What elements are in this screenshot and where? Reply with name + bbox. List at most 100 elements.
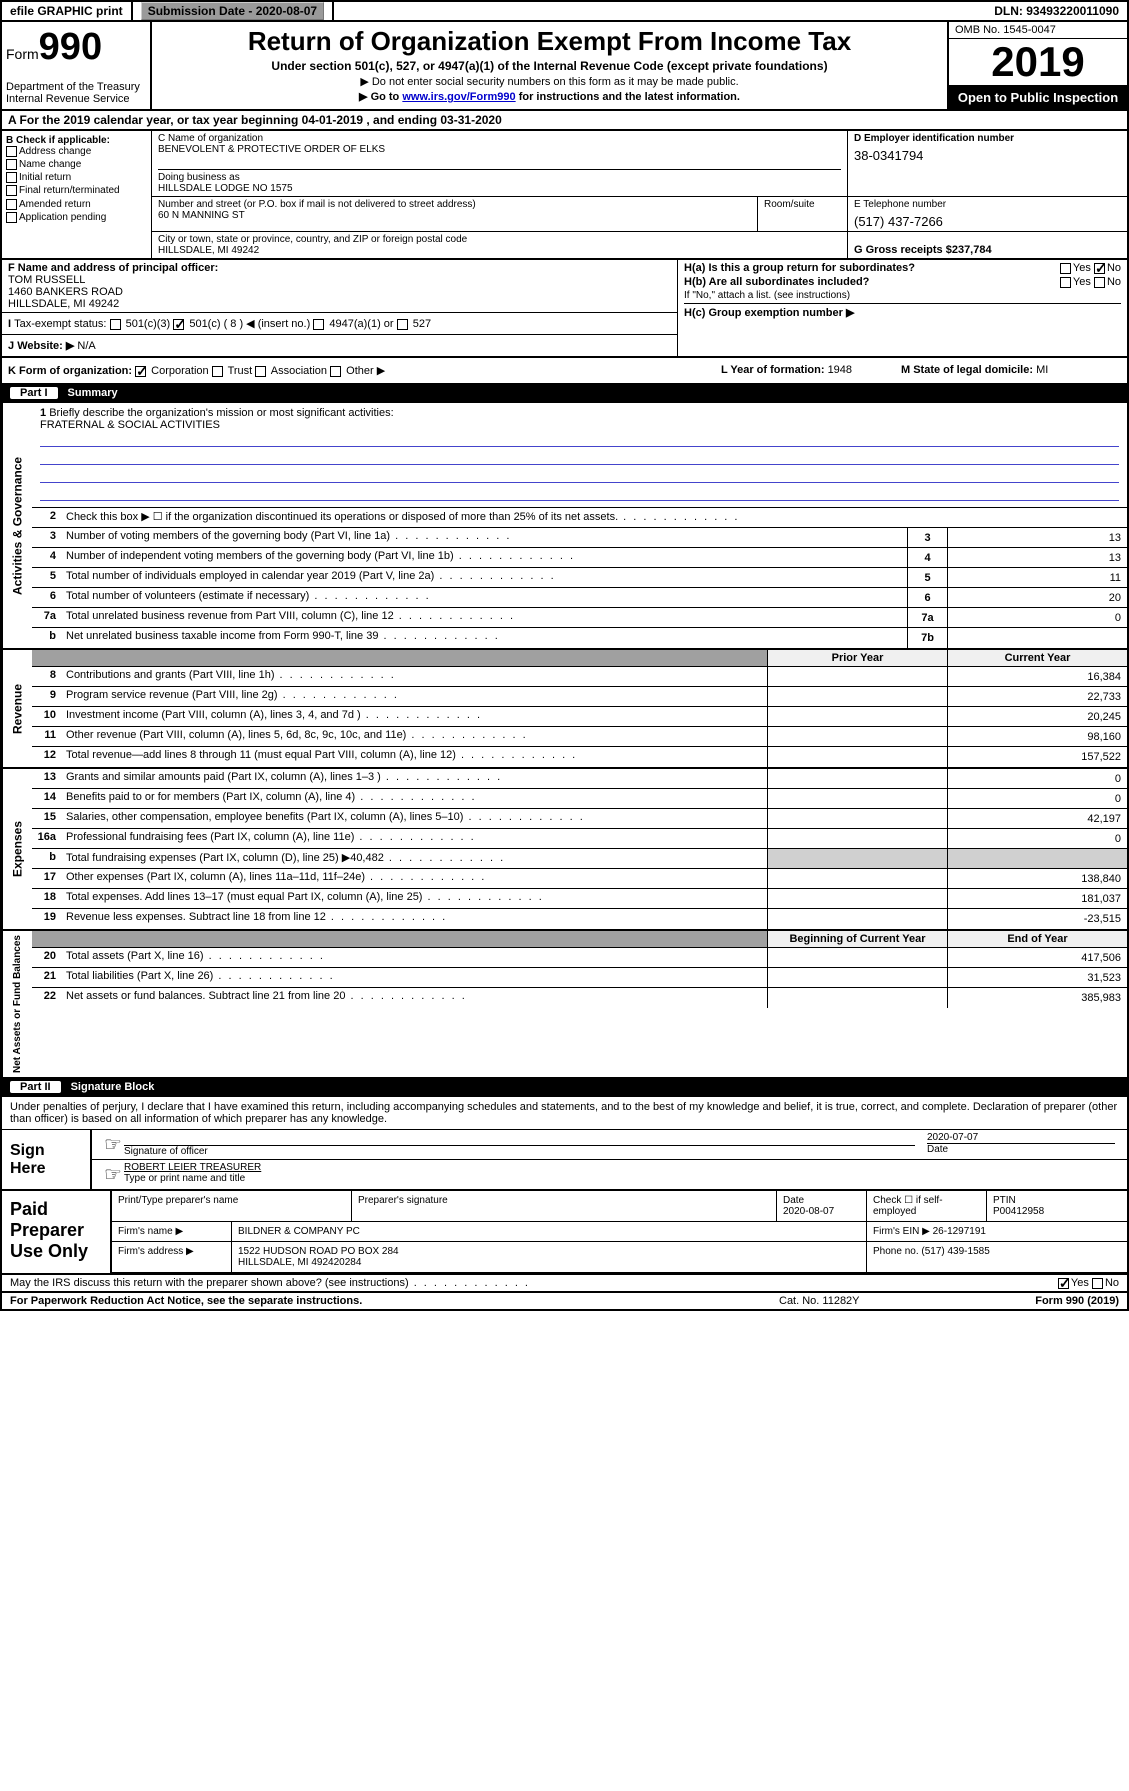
ssn-note: ▶ Do not enter social security numbers o… bbox=[162, 75, 937, 88]
sig-date: 2020-07-07 bbox=[927, 1132, 1115, 1143]
chk-hb-no[interactable] bbox=[1094, 277, 1105, 288]
block-i: I Tax-exempt status: 501(c)(3) 501(c) ( … bbox=[2, 313, 677, 335]
signature-block: Under penalties of perjury, I declare th… bbox=[0, 1097, 1129, 1275]
line-a: A For the 2019 calendar year, or tax yea… bbox=[0, 111, 1129, 131]
part-i-header: Part I Summary bbox=[0, 385, 1129, 403]
firm-phone: (517) 439-1585 bbox=[921, 1246, 989, 1257]
side-expenses: Expenses bbox=[2, 769, 32, 929]
firm-name: BILDNER & COMPANY PC bbox=[232, 1222, 867, 1241]
chk-ha-no[interactable] bbox=[1094, 263, 1105, 274]
discuss-line: May the IRS discuss this return with the… bbox=[0, 1275, 1129, 1293]
perjury-declaration: Under penalties of perjury, I declare th… bbox=[2, 1097, 1127, 1129]
gov-line-4: 4Number of independent voting members of… bbox=[32, 548, 1127, 568]
gov-line-3: 3Number of voting members of the governi… bbox=[32, 528, 1127, 548]
sign-here-label: Sign Here bbox=[2, 1130, 92, 1189]
line-18: 18Total expenses. Add lines 13–17 (must … bbox=[32, 889, 1127, 909]
line-13: 13Grants and similar amounts paid (Part … bbox=[32, 769, 1127, 789]
gov-line-7a: 7aTotal unrelated business revenue from … bbox=[32, 608, 1127, 628]
phone-label: E Telephone number bbox=[854, 199, 1121, 210]
open-public-badge: Open to Public Inspection bbox=[949, 86, 1127, 109]
room-label: Room/suite bbox=[757, 197, 847, 231]
col-b-checkboxes: B Check if applicable: Address change Na… bbox=[2, 131, 152, 258]
preparer-sig-label: Preparer's signature bbox=[352, 1191, 777, 1221]
line-14: 14Benefits paid to or for members (Part … bbox=[32, 789, 1127, 809]
summary-net: Net Assets or Fund Balances Beginning of… bbox=[0, 931, 1129, 1079]
form-subtitle: Under section 501(c), 527, or 4947(a)(1)… bbox=[162, 59, 937, 73]
chk-final-return[interactable]: Final return/terminated bbox=[6, 185, 147, 196]
rev-year-header: Prior Year Current Year bbox=[32, 650, 1127, 667]
gov-line-6: 6Total number of volunteers (estimate if… bbox=[32, 588, 1127, 608]
line-15: 15Salaries, other compensation, employee… bbox=[32, 809, 1127, 829]
mission-text: FRATERNAL & SOCIAL ACTIVITIES bbox=[40, 419, 1119, 431]
form-header: Form990 Department of the Treasury Inter… bbox=[0, 22, 1129, 111]
gov-line-b: bNet unrelated business taxable income f… bbox=[32, 628, 1127, 648]
chk-corp[interactable] bbox=[135, 366, 146, 377]
gov-line-2: 2Check this box ▶ ☐ if the organization … bbox=[32, 508, 1127, 528]
chk-app-pending[interactable]: Application pending bbox=[6, 212, 147, 223]
chk-name-change[interactable]: Name change bbox=[6, 159, 147, 170]
summary-expenses: Expenses 13Grants and similar amounts pa… bbox=[0, 769, 1129, 931]
phone-value: (517) 437-7266 bbox=[854, 214, 1121, 229]
paid-preparer-label: Paid Preparer Use Only bbox=[2, 1191, 112, 1273]
line-19: 19Revenue less expenses. Subtract line 1… bbox=[32, 909, 1127, 929]
form-title: Return of Organization Exempt From Incom… bbox=[162, 26, 937, 57]
line-20: 20Total assets (Part X, line 16)417,506 bbox=[32, 948, 1127, 968]
chk-hb-yes[interactable] bbox=[1060, 277, 1071, 288]
form-number: Form990 bbox=[6, 26, 146, 69]
block-f: F Name and address of principal officer:… bbox=[2, 260, 677, 313]
irs-link[interactable]: www.irs.gov/Form990 bbox=[402, 91, 515, 103]
chk-501c[interactable] bbox=[173, 319, 184, 330]
footer: For Paperwork Reduction Act Notice, see … bbox=[0, 1293, 1129, 1311]
dba-value: HILLSDALE LODGE NO 1575 bbox=[158, 183, 841, 194]
officer-name-label: Type or print name and title bbox=[124, 1173, 1115, 1184]
efile-label: efile GRAPHIC print bbox=[2, 2, 133, 20]
officer-status-block: F Name and address of principal officer:… bbox=[0, 260, 1129, 358]
chk-ha-yes[interactable] bbox=[1060, 263, 1071, 274]
net-year-header: Beginning of Current Year End of Year bbox=[32, 931, 1127, 948]
line-16a: 16aProfessional fundraising fees (Part I… bbox=[32, 829, 1127, 849]
sig-date-label: Date bbox=[927, 1143, 1115, 1155]
line-22: 22Net assets or fund balances. Subtract … bbox=[32, 988, 1127, 1008]
line-klm: K Form of organization: Corporation Trus… bbox=[0, 358, 1129, 385]
entity-block: B Check if applicable: Address change Na… bbox=[0, 131, 1129, 260]
chk-discuss-no[interactable] bbox=[1092, 1278, 1103, 1289]
chk-trust[interactable] bbox=[212, 366, 223, 377]
dept-treasury: Department of the Treasury Internal Reve… bbox=[6, 81, 146, 105]
sig-officer-label: Signature of officer bbox=[124, 1146, 915, 1157]
chk-address-change[interactable]: Address change bbox=[6, 146, 147, 157]
chk-501c3[interactable] bbox=[110, 319, 121, 330]
summary-revenue: Revenue Prior Year Current Year 8Contrib… bbox=[0, 650, 1129, 769]
gross-receipts: G Gross receipts $ 237,784 bbox=[847, 232, 1127, 258]
chk-4947[interactable] bbox=[313, 319, 324, 330]
self-employed-check[interactable]: Check ☐ if self-employed bbox=[867, 1191, 987, 1221]
city-label: City or town, state or province, country… bbox=[158, 234, 841, 245]
summary-governance: Activities & Governance 1 Briefly descri… bbox=[0, 403, 1129, 650]
firm-ein: 26-1297191 bbox=[933, 1226, 986, 1237]
ein-label: D Employer identification number bbox=[854, 133, 1014, 144]
preparer-print-label: Print/Type preparer's name bbox=[112, 1191, 352, 1221]
line-12: 12Total revenue—add lines 8 through 11 (… bbox=[32, 747, 1127, 767]
firm-addr2: HILLSDALE, MI 492420284 bbox=[238, 1257, 860, 1268]
chk-discuss-yes[interactable] bbox=[1058, 1278, 1069, 1289]
preparer-date: 2020-08-07 bbox=[783, 1206, 860, 1217]
chk-assoc[interactable] bbox=[255, 366, 266, 377]
part-ii-header: Part II Signature Block bbox=[0, 1079, 1129, 1097]
block-h: H(a) Is this a group return for subordin… bbox=[678, 260, 1127, 323]
line-10: 10Investment income (Part VIII, column (… bbox=[32, 707, 1127, 727]
line-9: 9Program service revenue (Part VIII, lin… bbox=[32, 687, 1127, 707]
officer-name: ROBERT LEIER TREASURER bbox=[124, 1162, 1115, 1173]
chk-other[interactable] bbox=[330, 366, 341, 377]
line-b: bTotal fundraising expenses (Part IX, co… bbox=[32, 849, 1127, 869]
chk-initial-return[interactable]: Initial return bbox=[6, 172, 147, 183]
line-11: 11Other revenue (Part VIII, column (A), … bbox=[32, 727, 1127, 747]
side-revenue: Revenue bbox=[2, 650, 32, 767]
dba-label: Doing business as bbox=[158, 172, 841, 183]
line-17: 17Other expenses (Part IX, column (A), l… bbox=[32, 869, 1127, 889]
city-value: HILLSDALE, MI 49242 bbox=[158, 245, 841, 256]
addr-label: Number and street (or P.O. box if mail i… bbox=[158, 199, 751, 210]
chk-527[interactable] bbox=[397, 319, 408, 330]
chk-amended[interactable]: Amended return bbox=[6, 199, 147, 210]
side-governance: Activities & Governance bbox=[2, 403, 32, 648]
goto-note: ▶ Go to www.irs.gov/Form990 for instruct… bbox=[162, 90, 937, 103]
ptin-value: P00412958 bbox=[993, 1206, 1121, 1217]
